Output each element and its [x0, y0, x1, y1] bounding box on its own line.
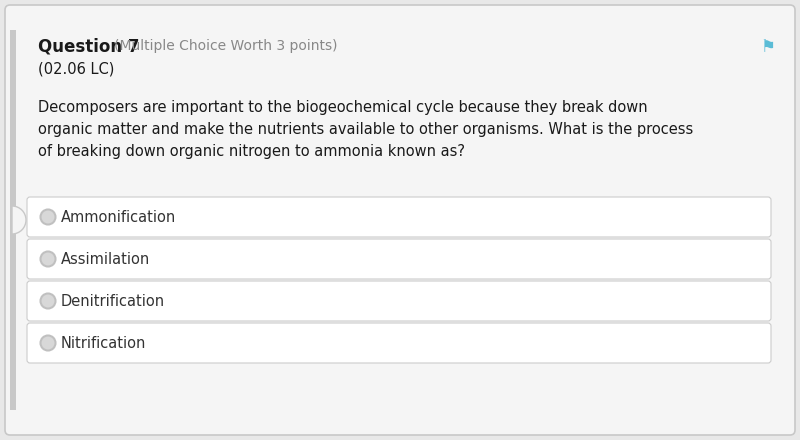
Wedge shape	[12, 206, 26, 234]
FancyBboxPatch shape	[27, 323, 771, 363]
Circle shape	[41, 209, 55, 224]
Text: Denitrification: Denitrification	[61, 293, 165, 308]
Text: Decomposers are important to the biogeochemical cycle because they break down
or: Decomposers are important to the biogeoc…	[38, 100, 694, 159]
Text: Assimilation: Assimilation	[61, 252, 150, 267]
Circle shape	[41, 293, 55, 308]
Circle shape	[41, 335, 55, 351]
Circle shape	[41, 252, 55, 267]
FancyBboxPatch shape	[27, 281, 771, 321]
FancyBboxPatch shape	[10, 30, 16, 410]
FancyBboxPatch shape	[27, 239, 771, 279]
Text: Nitrification: Nitrification	[61, 335, 146, 351]
FancyBboxPatch shape	[27, 197, 771, 237]
Text: ⚑: ⚑	[761, 38, 775, 56]
Text: (Multiple Choice Worth 3 points): (Multiple Choice Worth 3 points)	[114, 39, 338, 53]
FancyBboxPatch shape	[5, 5, 795, 435]
Text: Question 7: Question 7	[38, 38, 139, 56]
Text: Ammonification: Ammonification	[61, 209, 176, 224]
Text: (02.06 LC): (02.06 LC)	[38, 62, 114, 77]
